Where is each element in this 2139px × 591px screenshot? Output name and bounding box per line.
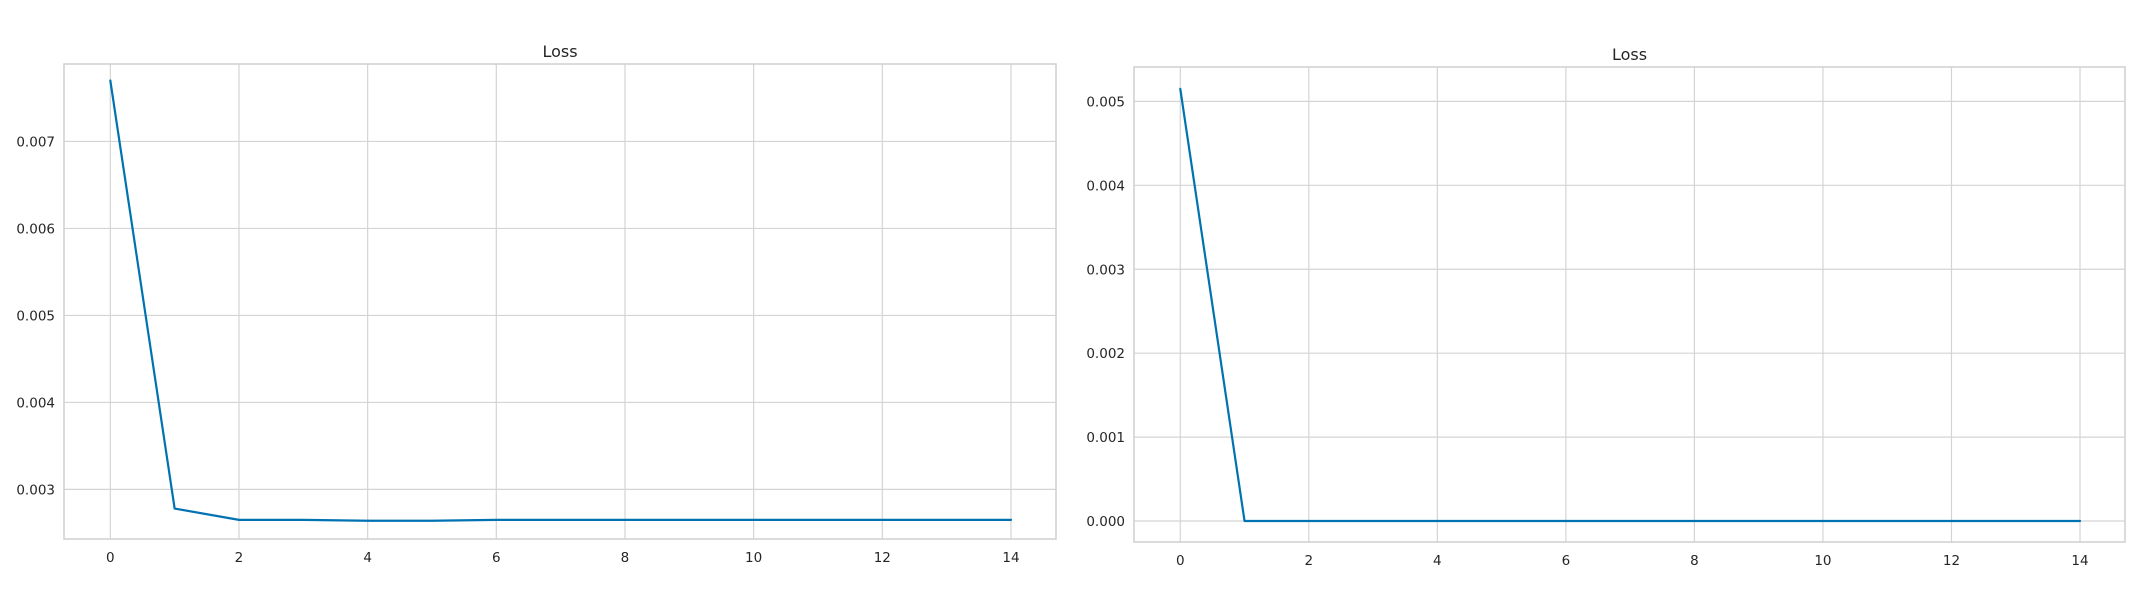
- y-tick-label: 0.005: [16, 308, 55, 324]
- y-tick-label: 0.007: [16, 134, 55, 150]
- x-tick-label: 6: [492, 550, 501, 566]
- y-tick-label: 0.003: [16, 482, 55, 498]
- chart-title: Loss: [1612, 45, 1647, 64]
- plot-frame: [63, 63, 1057, 540]
- x-tick-label: 8: [1690, 553, 1699, 569]
- x-tick-label: 14: [2071, 553, 2088, 569]
- plot-frame: [1133, 66, 2126, 543]
- y-tick-label: 0.002: [1086, 346, 1125, 362]
- y-tick-label: 0.005: [1086, 94, 1125, 110]
- x-tick-label: 14: [1002, 550, 1019, 566]
- x-tick-label: 12: [1943, 553, 1960, 569]
- loss-chart-left: 0 2 4 6 8 10 12 14 0.003 0.004 0.005 0.006 0.007 Loss: [16, 42, 1057, 566]
- plot-area: [1134, 67, 2125, 542]
- x-tick-label: 8: [621, 550, 630, 566]
- x-tick-label: 0: [1176, 553, 1185, 569]
- y-tick-label: 0.004: [1086, 178, 1125, 194]
- x-tick-label: 2: [1305, 553, 1314, 569]
- x-tick-label: 10: [1814, 553, 1831, 569]
- y-tick-label: 0.000: [1086, 514, 1125, 530]
- y-tick-label: 0.003: [1086, 262, 1125, 278]
- x-tick-label: 12: [874, 550, 891, 566]
- x-tick-label: 4: [1433, 553, 1442, 569]
- x-tick-label: 0: [106, 550, 115, 566]
- x-tick-label: 10: [745, 550, 762, 566]
- plot-area: [64, 64, 1056, 539]
- y-tick-label: 0.006: [16, 221, 55, 237]
- loss-chart-right: 0 2 4 6 8 10 12 14 0.000 0.001 0.002 0.003 0.004 0.00…: [1086, 45, 2126, 569]
- x-tick-label: 6: [1562, 553, 1571, 569]
- y-tick-label: 0.001: [1086, 430, 1125, 446]
- chart-title: Loss: [542, 42, 577, 61]
- x-tick-label: 2: [235, 550, 244, 566]
- y-tick-label: 0.004: [16, 395, 55, 411]
- x-tick-label: 4: [363, 550, 372, 566]
